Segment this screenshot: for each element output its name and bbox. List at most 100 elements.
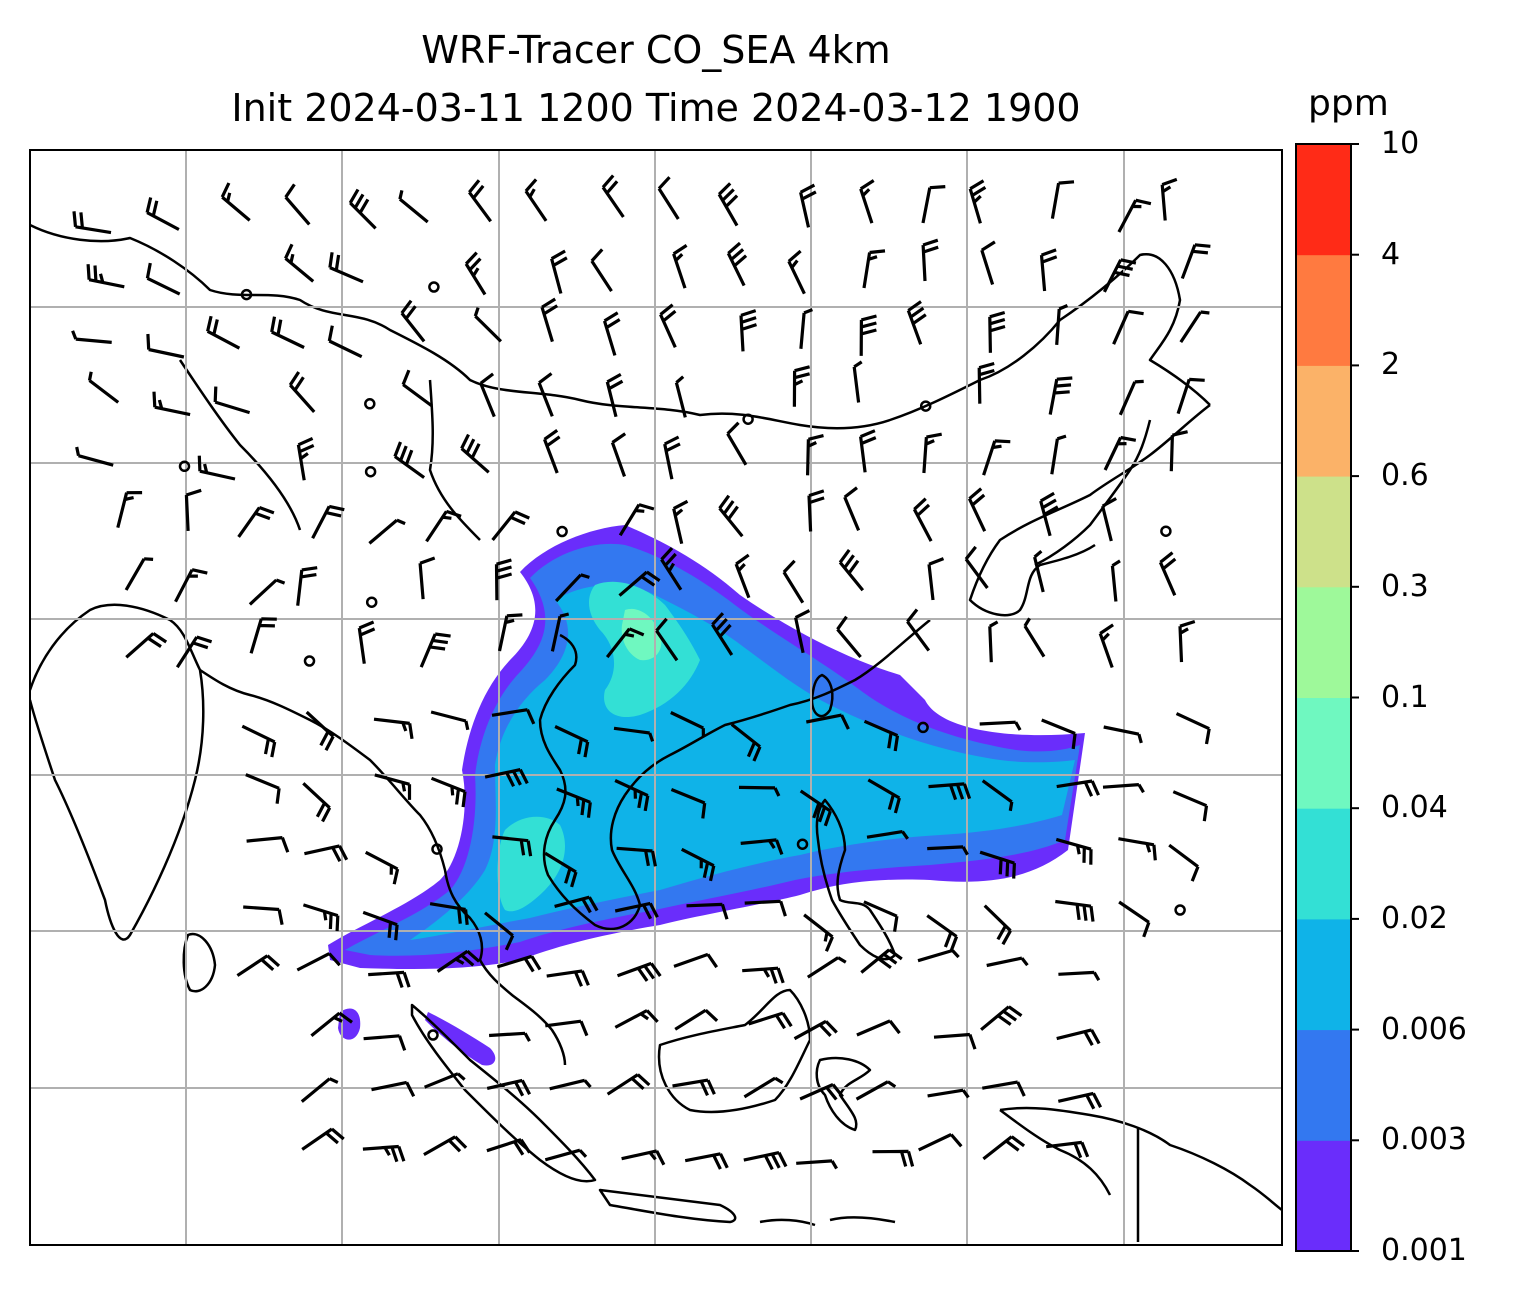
wind-barb — [393, 441, 426, 479]
wind-barb — [988, 620, 999, 663]
wind-barb — [302, 903, 340, 932]
wind-barb — [464, 251, 487, 296]
wind-barb — [1055, 899, 1095, 922]
wind-barb — [673, 952, 719, 969]
wind-barb — [301, 1127, 345, 1151]
wind-barb — [357, 620, 376, 664]
wind-barb — [554, 895, 599, 914]
wind-barb — [686, 902, 729, 920]
wind-barb — [1057, 1091, 1103, 1110]
wind-barb — [717, 182, 739, 227]
wind-barb — [726, 241, 748, 287]
calm-wind-circle — [556, 525, 568, 538]
calm-wind-circle — [240, 288, 253, 301]
colorbar-tick-label: 4 — [1381, 236, 1401, 272]
coast-borneo — [657, 988, 812, 1114]
wind-barb — [977, 361, 995, 404]
wind-barb — [206, 315, 241, 350]
wind-barb — [1102, 258, 1137, 293]
wind-barb — [1103, 435, 1137, 471]
wind-barb — [174, 568, 208, 603]
wind-barb — [1023, 617, 1046, 658]
wind-barb — [856, 1019, 901, 1037]
colorbar-tick-label: 0.001 — [1381, 1233, 1467, 1268]
wind-barb — [927, 845, 969, 856]
wind-barb — [794, 609, 811, 654]
wind-barb — [544, 851, 578, 888]
wind-barb — [968, 179, 987, 224]
wind-barb — [492, 835, 533, 857]
calm-wind-circle — [431, 843, 443, 855]
coast-china-south — [623, 619, 931, 796]
wind-barb — [748, 1011, 793, 1030]
wind-barb — [348, 188, 377, 230]
wind-barb — [872, 1149, 915, 1167]
wind-barb — [1110, 559, 1121, 602]
wind-barb — [799, 183, 817, 228]
wind-barb — [243, 905, 284, 926]
coast-india — [30, 603, 205, 941]
wind-barb — [1117, 198, 1152, 233]
colorbar-tick-label: 0.1 — [1381, 679, 1429, 715]
wind-barb — [711, 612, 734, 656]
wind-barb — [663, 435, 681, 480]
wind-barb — [302, 782, 332, 823]
wind-barb — [305, 710, 335, 751]
wind-barb — [1039, 248, 1058, 292]
wind-barb — [1039, 491, 1059, 537]
map-title-line2: Init 2024-03-11 1200 Time 2024-03-12 190… — [231, 86, 1081, 130]
wind-barb — [546, 969, 590, 987]
colorbar-segment — [1296, 476, 1351, 588]
wind-barb — [486, 1138, 531, 1156]
calm-wind-circle — [364, 465, 377, 478]
colorbar-segment — [1296, 254, 1351, 366]
wind-barb — [175, 635, 213, 669]
wind-barb — [655, 617, 679, 662]
colorbar-segment — [1296, 1140, 1351, 1252]
wind-barb — [927, 1088, 970, 1099]
wind-barb — [1041, 718, 1077, 750]
wind-barb — [616, 961, 662, 982]
wind-barb — [363, 1034, 407, 1051]
wind-barb — [805, 713, 850, 730]
map-title-line1: WRF-Tracer CO_SEA 4km — [421, 28, 891, 72]
wind-barb — [670, 788, 707, 819]
wind-barb — [614, 901, 659, 920]
wind-barb — [362, 1144, 406, 1163]
calm-wind-circle — [303, 655, 316, 667]
calm-wind-circle — [917, 721, 929, 734]
wind-barb — [423, 1072, 466, 1089]
wind-barb — [744, 899, 787, 917]
border-inland-1 — [178, 359, 302, 531]
wind-barb — [922, 432, 942, 474]
wind-barb — [489, 1031, 531, 1042]
colorbar-units: ppm — [1308, 83, 1389, 124]
wind-barb — [843, 486, 861, 532]
wind-barb — [621, 1149, 666, 1166]
wind-barb — [296, 436, 315, 481]
wind-barb — [284, 243, 315, 283]
wind-barb — [859, 429, 877, 473]
wind-barb — [983, 904, 1012, 946]
colorbar-segment — [1296, 586, 1351, 698]
wind-barb — [473, 307, 503, 343]
wind-barb — [152, 391, 191, 417]
wind-barb — [659, 303, 677, 348]
wind-barb — [371, 1080, 416, 1098]
wind-barb — [296, 566, 318, 606]
wind-barb — [674, 375, 687, 418]
wind-barb — [806, 434, 824, 476]
wind-barb — [918, 1133, 963, 1152]
wind-barb — [1102, 783, 1145, 794]
wind-barb — [618, 503, 655, 537]
wind-barb — [988, 310, 1006, 353]
wind-barb — [618, 570, 661, 597]
wind-barb — [270, 316, 305, 349]
wind-barb — [866, 830, 909, 840]
wind-barb — [979, 720, 1022, 731]
wind-barb — [933, 1032, 977, 1050]
wind-barb — [418, 556, 436, 600]
wind-barb — [782, 559, 805, 604]
wind-barb — [497, 613, 523, 652]
wind-barb — [288, 371, 316, 413]
